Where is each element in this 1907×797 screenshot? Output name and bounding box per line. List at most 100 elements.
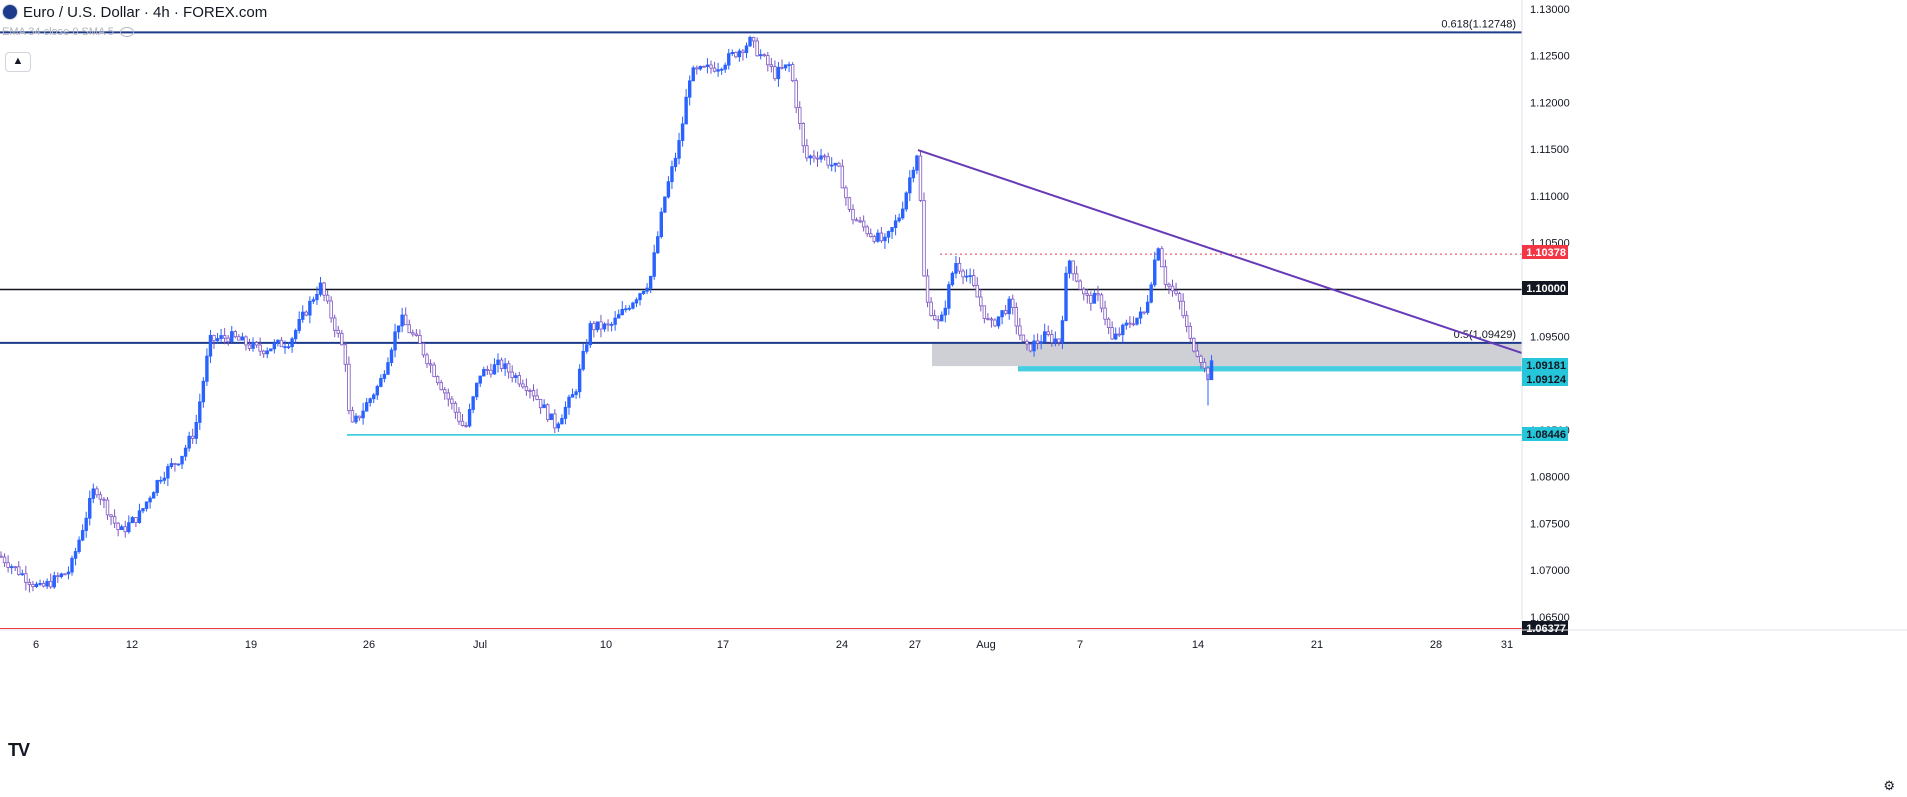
candle-body [790, 64, 795, 82]
candle-body [815, 157, 820, 160]
price-tick-label: 1.11500 [1530, 144, 1569, 156]
candle-body [1067, 260, 1072, 274]
fib-annotation: 0.5(1.09429) [1454, 329, 1516, 341]
candle-body [979, 296, 983, 307]
price-tick-label: 1.08000 [1530, 472, 1570, 484]
candle-body [194, 422, 198, 439]
price-axis[interactable]: 1.130001.125001.120001.115001.110001.105… [1521, 0, 1570, 635]
candle-body [276, 339, 280, 344]
candle-body [59, 573, 64, 578]
price-tag [1522, 372, 1568, 386]
candle-body [460, 420, 465, 426]
candle-body [361, 410, 365, 419]
candle-body [599, 321, 603, 330]
candle-body [233, 331, 237, 338]
hidden-eye-icon[interactable] [119, 27, 134, 37]
candle-body [986, 318, 990, 320]
candle-body [1138, 311, 1143, 319]
candle-body [901, 208, 905, 219]
candle-body [105, 499, 110, 516]
candle-body [166, 466, 170, 479]
candle-body [176, 463, 181, 466]
candle-body [517, 375, 521, 385]
time-tick-label: 17 [717, 639, 729, 651]
candle-body [861, 220, 866, 228]
candle-body [1192, 337, 1196, 352]
candle-body [546, 404, 550, 421]
candle-body [6, 562, 10, 568]
fib-annotation: 0.618(1.12748) [1441, 18, 1516, 30]
candle-body [439, 382, 443, 391]
candle-body [453, 402, 458, 413]
symbol-title[interactable]: Euro / U.S. Dollar · 4h · FOREX.com [23, 3, 268, 21]
candle-body [854, 219, 859, 222]
candle-body [169, 463, 174, 467]
candle-body [936, 319, 940, 322]
collapse-legend-button[interactable]: ▲ [5, 52, 31, 72]
candle-body [588, 323, 592, 346]
candle-body [357, 415, 362, 419]
candle-body [602, 323, 607, 330]
candle-body [1074, 273, 1079, 282]
candle-body [897, 217, 901, 222]
candle-body [844, 187, 848, 199]
candle-body [1018, 325, 1022, 336]
candle-body [1174, 290, 1178, 295]
candle-body [1035, 340, 1040, 344]
candle-body [322, 282, 326, 296]
candle-body [443, 389, 447, 394]
time-axis[interactable]: 6 12 19 26 Jul 10 17 24 27 Aug 7 14 21 28 31 [0, 629, 1907, 651]
candle-body [822, 155, 827, 158]
candle-body [77, 539, 81, 552]
candle-body [585, 344, 589, 352]
candle-body [1135, 317, 1139, 325]
candle-body [1145, 301, 1150, 313]
price-tag-label: 1.06377 [1526, 623, 1566, 635]
candle-body [474, 382, 479, 398]
candle-body [755, 40, 759, 57]
candle-body [304, 311, 308, 316]
candle-body [663, 196, 667, 213]
time-tick-label: 12 [126, 639, 138, 651]
candle-body [737, 50, 742, 58]
candle-body [957, 263, 962, 272]
candle-body [446, 392, 450, 400]
candle-body [759, 54, 763, 57]
candle-body [368, 398, 372, 403]
indicator-legend[interactable]: EMA 34 close 0 SMA 5 [2, 26, 134, 38]
candle-body [631, 302, 635, 309]
candle-body [975, 284, 979, 298]
candle-body [847, 197, 852, 210]
candle-body [428, 363, 433, 366]
time-tick-label: 21 [1311, 639, 1323, 651]
candle-body [982, 305, 987, 319]
candle-body [734, 51, 738, 58]
candle-body [723, 64, 727, 70]
trend-lines [917, 149, 1523, 355]
candle-body [780, 66, 784, 69]
settings-gear-icon[interactable]: ⚙ [1883, 778, 1895, 793]
candle-body [109, 514, 113, 518]
candle-body [705, 64, 710, 67]
candle-body [1007, 298, 1011, 315]
candle-body [666, 181, 671, 198]
candle-body [1028, 343, 1033, 352]
candle-body [503, 363, 507, 369]
candle-body [290, 338, 294, 348]
candle-body [205, 355, 209, 382]
candle-body [684, 96, 688, 125]
price-tag-label: 1.09181 [1526, 360, 1566, 372]
candle-body [925, 275, 930, 303]
candle-body [1099, 294, 1104, 309]
candle-body [435, 376, 440, 384]
candle-body [396, 325, 401, 333]
candle-body [80, 530, 85, 541]
candle-body [155, 480, 159, 493]
candle-body [1209, 360, 1214, 381]
indicator-label[interactable]: EMA 34 close 0 SMA 5 [2, 26, 114, 38]
candle-body [1202, 361, 1207, 369]
candle-body [1188, 325, 1192, 339]
price-tick-label: 1.06500 [1530, 612, 1570, 624]
candle-body [709, 64, 713, 69]
